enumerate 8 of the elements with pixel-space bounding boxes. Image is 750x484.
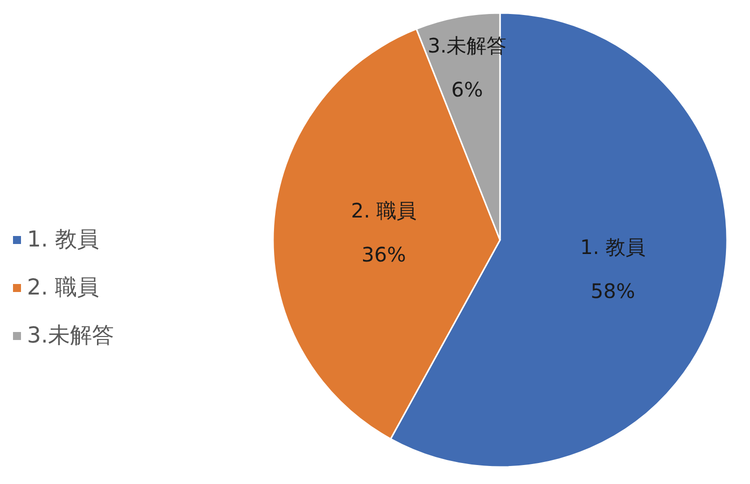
data-label: 6% [451, 78, 483, 102]
data-label: 58% [590, 278, 636, 303]
legend-label: 2. 職員 [27, 276, 99, 300]
slice-label: 2. 職員 [351, 198, 416, 223]
slice-label: 1. 教員 [580, 234, 646, 259]
legend-label: 1. 教員 [27, 228, 99, 252]
data-label: 36% [362, 242, 406, 267]
legend-label: 3.未解答 [27, 324, 114, 348]
